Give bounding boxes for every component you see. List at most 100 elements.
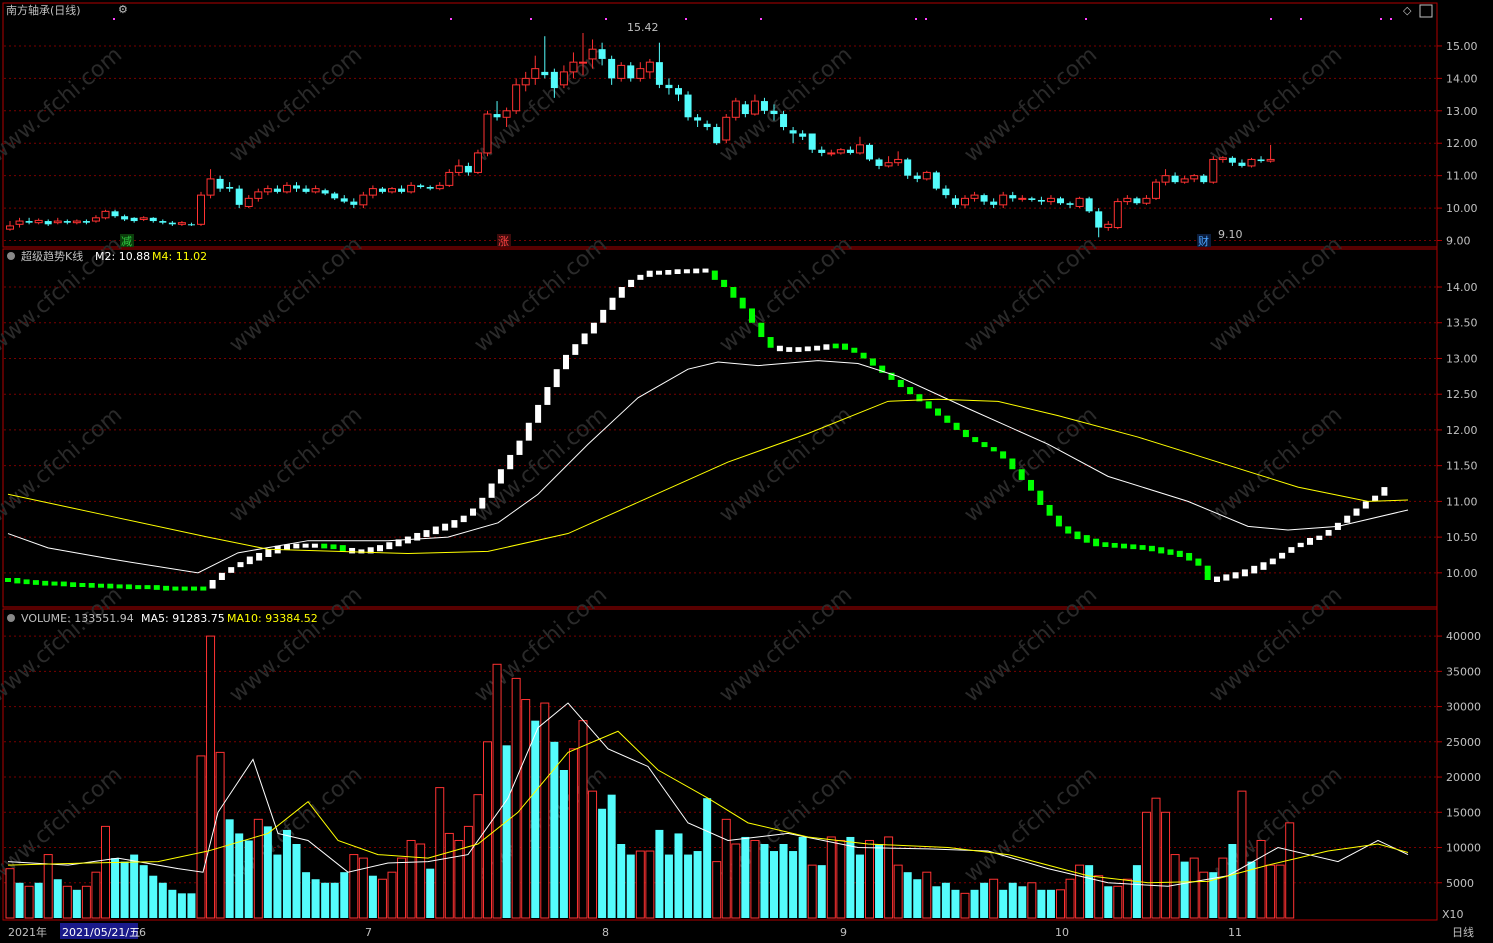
- volume-bar-down: [330, 882, 339, 918]
- window-icon[interactable]: [1419, 4, 1433, 18]
- candle-body-up: [894, 158, 903, 164]
- volume-bar-up: [893, 864, 903, 919]
- watermark-text: www.cfchi.com: [960, 42, 1102, 167]
- trend-block-down: [1139, 545, 1146, 550]
- candle-body-down: [340, 198, 348, 202]
- trend-block-up: [535, 404, 542, 423]
- candle-body-up: [750, 100, 759, 115]
- volume-bar-down: [932, 886, 941, 918]
- trend-block-down: [1130, 544, 1137, 550]
- candle-body-up: [1247, 158, 1256, 167]
- trend-block-down: [1083, 535, 1090, 543]
- volume-bar-down: [340, 872, 349, 918]
- volume-bar-up: [568, 748, 578, 919]
- candle-body-down: [789, 130, 797, 134]
- signal-marker-rise[interactable]: [497, 234, 511, 247]
- volume-bar-up: [1218, 857, 1228, 919]
- volume-bar-down: [321, 882, 330, 918]
- volume-bars[interactable]: [5, 635, 1295, 919]
- candle-body-down: [1066, 203, 1074, 205]
- volume-bar-up: [836, 839, 846, 919]
- trend-block-down: [749, 308, 755, 323]
- trend-block-down: [181, 586, 188, 591]
- candle-body-up: [1180, 178, 1189, 183]
- candle-body-down: [1257, 159, 1265, 162]
- diamond-icon[interactable]: ◇: [1403, 4, 1412, 17]
- volume-bar-down: [970, 889, 979, 918]
- volume-bar-down: [502, 745, 511, 918]
- candlestick-series[interactable]: [6, 32, 1275, 238]
- collapse-icon[interactable]: [7, 614, 15, 622]
- candle-body-down: [82, 221, 90, 223]
- watermark-text: www.cfchi.com: [960, 232, 1102, 357]
- candle-body-up: [1018, 197, 1027, 200]
- candle-body-down: [808, 133, 816, 150]
- candle-body-up: [368, 188, 377, 196]
- volume-bar-up: [989, 878, 999, 919]
- trend-block-down: [163, 585, 170, 591]
- trend-block-down: [1093, 538, 1100, 547]
- trend-block-up: [367, 547, 374, 554]
- candle-body-up: [101, 210, 110, 219]
- watermark-text: www.cfchi.com: [225, 232, 367, 357]
- candle-body-down: [1085, 198, 1093, 212]
- trend-block-down: [79, 582, 86, 587]
- volume-bar-up: [406, 839, 416, 919]
- trend-block-up: [507, 454, 514, 470]
- candle-body-up: [1190, 175, 1199, 180]
- signal-dot: [530, 18, 532, 20]
- signal-marker-reduce[interactable]: [120, 234, 134, 247]
- volume-bar-down: [72, 889, 81, 918]
- candle-body-up: [617, 64, 626, 79]
- date-cursor-box[interactable]: [60, 923, 138, 939]
- volume-bar-down: [139, 865, 148, 918]
- trend-block-up: [814, 345, 821, 351]
- signal-marker-finance[interactable]: [1197, 234, 1211, 247]
- trend-block-up: [656, 270, 662, 275]
- candle-body-down: [187, 224, 195, 226]
- settings-icon[interactable]: ⚙: [118, 3, 128, 16]
- candle-body-down: [990, 201, 998, 205]
- trend-block-down: [730, 287, 737, 298]
- collapse-icon[interactable]: [7, 252, 15, 260]
- trend-block-up: [423, 530, 430, 537]
- trend-block-down: [14, 577, 21, 584]
- volume-bar-down: [292, 844, 301, 918]
- trend-block-up: [1362, 501, 1369, 509]
- trend-block-down: [1037, 490, 1044, 505]
- trend-k-series[interactable]: [5, 268, 1388, 591]
- candle-body-down: [226, 187, 234, 189]
- trend-block-up: [1307, 537, 1313, 545]
- volume-bar-down: [263, 826, 272, 918]
- period-label[interactable]: 日线: [1452, 925, 1474, 939]
- volume-bar-down: [999, 889, 1008, 918]
- candle-body-down: [866, 144, 873, 160]
- trend-block-up: [1325, 529, 1332, 536]
- price-tick-label: 10.00: [1446, 202, 1478, 215]
- trend-block-up: [442, 523, 449, 531]
- trend-block-up: [590, 322, 597, 334]
- candle-body-down: [684, 94, 692, 118]
- candle-body-up: [1123, 197, 1132, 203]
- candle-body-down: [111, 211, 119, 217]
- candle-body-down: [1133, 198, 1141, 204]
- volume-bar-down: [1046, 889, 1055, 918]
- candle-body-up: [483, 113, 492, 154]
- volume-bar-up: [1027, 882, 1037, 919]
- volume-tick-label: 25000: [1446, 736, 1481, 749]
- candle-body-up: [512, 84, 521, 112]
- volume-bar-down: [302, 872, 311, 918]
- volume-bar-down: [15, 882, 24, 918]
- volume-bar-down: [770, 851, 778, 918]
- candle-body-up: [254, 191, 263, 199]
- trend-block-up: [1269, 558, 1276, 565]
- price-tick-label: 14.00: [1446, 72, 1478, 85]
- candle-body-up: [435, 184, 444, 190]
- trend-block-down: [907, 387, 914, 395]
- trend-block-down: [1204, 565, 1211, 580]
- volume-bar-up: [1075, 864, 1085, 919]
- trend-block-down: [1074, 531, 1081, 540]
- trend-block-up: [395, 539, 402, 547]
- trend-block-down: [869, 358, 876, 366]
- trend-block-down: [1000, 451, 1007, 459]
